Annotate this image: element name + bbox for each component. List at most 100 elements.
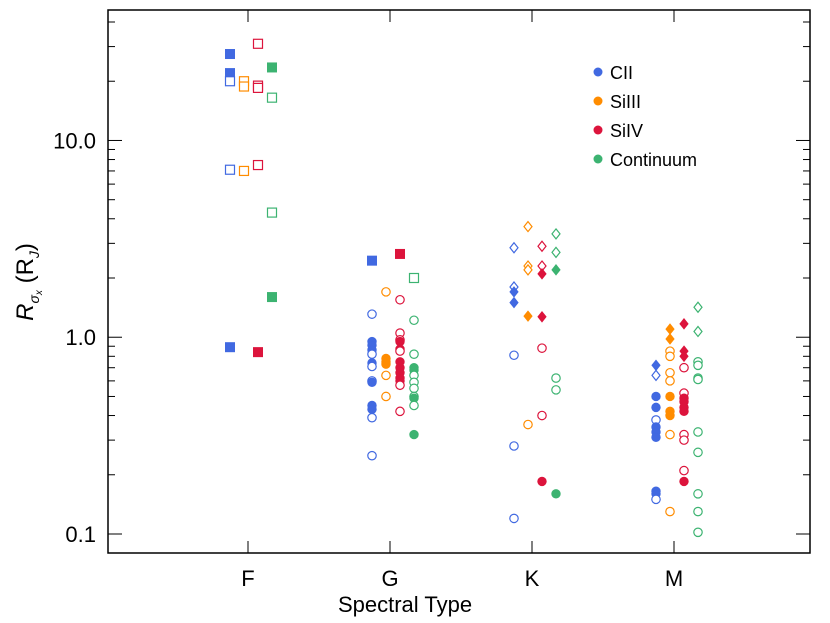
point-continuum: [693, 447, 703, 458]
y-axis-label: Rσx (RJ): [12, 243, 45, 321]
point-continuum: [267, 292, 277, 303]
point-continuum: [267, 62, 277, 73]
legend-swatch-continuum: [593, 154, 603, 164]
point-siiii: [238, 165, 250, 177]
point-cii: [367, 309, 377, 319]
point-siiii: [381, 391, 391, 402]
x-tick-label: M: [665, 566, 683, 591]
point-cii: [651, 391, 661, 402]
point-siiv: [537, 476, 547, 487]
x-tick-label: K: [525, 566, 540, 591]
point-siiii: [523, 419, 533, 430]
point-cii: [651, 494, 661, 505]
point-siiii: [665, 506, 675, 517]
point-continuum: [693, 374, 703, 385]
point-siiv: [537, 240, 547, 253]
point-siiii: [381, 359, 391, 369]
point-cii: [509, 441, 519, 451]
point-siiii: [523, 263, 533, 276]
point-siiv: [395, 380, 405, 391]
plot-frame: [107, 9, 811, 554]
legend: CII SiIII SiIV Continuum: [593, 63, 697, 170]
point-cii: [367, 361, 377, 372]
point-continuum: [409, 400, 419, 411]
point-continuum: [693, 489, 703, 499]
point-cii: [651, 402, 661, 413]
point-continuum: [693, 325, 703, 338]
point-cii: [509, 350, 519, 361]
legend-swatch-cii: [593, 67, 603, 77]
legend-label-siiii: SiIII: [610, 92, 641, 112]
point-continuum: [693, 506, 703, 517]
x-axis-label: Spectral Type: [338, 592, 472, 617]
point-continuum: [693, 527, 703, 538]
point-cii: [225, 49, 235, 60]
x-tick-label: G: [381, 566, 398, 591]
point-siiv: [679, 435, 689, 445]
point-cii: [224, 76, 236, 87]
legend-label-cii: CII: [610, 63, 633, 83]
point-siiv: [537, 268, 547, 280]
legend-swatch-siiv: [593, 125, 603, 135]
point-siiv: [395, 294, 405, 305]
point-cii: [225, 342, 235, 353]
point-cii: [509, 241, 519, 254]
point-continuum: [693, 427, 703, 437]
point-siiii: [665, 429, 675, 440]
point-cii: [367, 255, 377, 266]
point-siiv: [679, 318, 689, 330]
point-siiii: [665, 391, 675, 402]
point-siiv: [537, 311, 547, 323]
point-continuum: [551, 489, 561, 499]
point-continuum: [551, 373, 561, 383]
point-continuum: [551, 227, 561, 240]
point-continuum: [409, 349, 419, 359]
point-siiv: [253, 347, 263, 358]
point-siiii: [665, 351, 675, 362]
point-siiv: [679, 362, 689, 373]
point-cii: [651, 432, 661, 443]
point-cii: [367, 349, 377, 359]
point-siiii: [523, 220, 533, 233]
point-siiii: [238, 81, 250, 92]
point-siiii: [665, 376, 675, 386]
point-continuum: [551, 246, 561, 259]
point-siiii: [665, 333, 675, 345]
legend-label-continuum: Continuum: [610, 150, 697, 170]
legend-swatch-siiii: [593, 96, 603, 106]
point-cii: [367, 450, 377, 461]
point-continuum: [266, 92, 278, 103]
point-cii: [367, 412, 377, 423]
data-points: [224, 38, 703, 538]
point-siiii: [381, 287, 391, 297]
minor-ticks: [108, 21, 810, 535]
point-cii: [367, 377, 377, 388]
point-siiv: [679, 406, 689, 417]
x-tick-label: F: [241, 566, 254, 591]
y-axis: 0.1 1.0 10.0: [53, 128, 96, 547]
point-continuum: [693, 360, 703, 371]
point-continuum: [266, 207, 278, 218]
point-cii: [651, 369, 661, 382]
point-cii: [509, 513, 519, 524]
point-siiii: [381, 370, 391, 381]
point-siiv: [395, 248, 405, 259]
point-siiv: [679, 476, 689, 487]
point-continuum: [409, 315, 419, 326]
point-siiii: [523, 310, 533, 322]
point-siiii: [665, 367, 675, 378]
point-continuum: [409, 383, 419, 394]
point-continuum: [551, 385, 561, 395]
point-siiv: [679, 350, 689, 363]
point-siiii: [665, 410, 675, 421]
y-tick-label: 10.0: [53, 128, 96, 153]
point-continuum: [409, 429, 419, 440]
point-siiv: [395, 346, 405, 356]
point-continuum: [551, 264, 561, 276]
point-siiv: [252, 82, 264, 93]
point-cii: [509, 296, 519, 309]
point-continuum: [408, 272, 420, 284]
point-siiv: [537, 343, 547, 353]
